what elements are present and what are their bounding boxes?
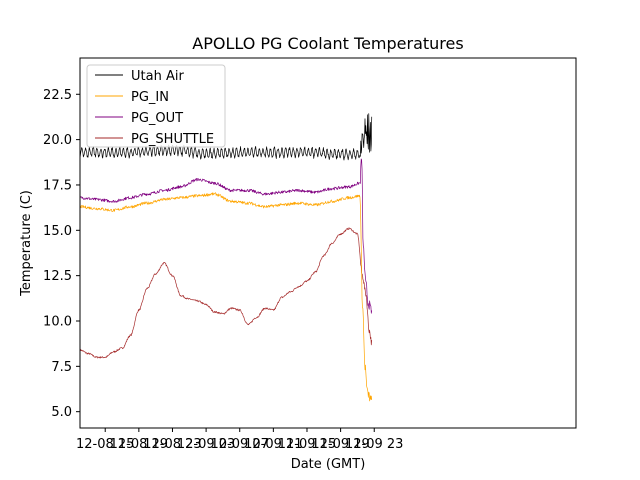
legend-label-pg-shuttle: PG_SHUTTLE xyxy=(131,132,214,147)
series-line-pg-out xyxy=(80,158,373,314)
y-tick-label: 12.5 xyxy=(43,269,72,284)
y-tick-label: 10.0 xyxy=(43,314,72,329)
axes-frame xyxy=(79,57,577,429)
y-axis: 5.0 7.5 10.0 12.5 15.0 17.5 20.0 22.5 xyxy=(43,88,80,420)
y-tick-label: 5.0 xyxy=(51,405,72,420)
y-tick-label: 17.5 xyxy=(43,178,72,193)
x-tick-label: 12-08 19 xyxy=(110,437,168,452)
series-line-utah-air xyxy=(80,113,373,161)
legend-label-utah-air: Utah Air xyxy=(131,69,184,84)
x-tick-label: 12-08 23 xyxy=(143,437,201,452)
x-tick-label: 12-09 07 xyxy=(211,437,269,452)
y-axis-label: Temperature (C) xyxy=(19,190,34,297)
x-tick-label: 12-09 03 xyxy=(177,437,235,452)
series-line-pg-in xyxy=(80,192,373,402)
x-tick-label: 12-08 15 xyxy=(76,437,134,452)
y-tick-label: 15.0 xyxy=(43,224,72,239)
legend-label-pg-out: PG_OUT xyxy=(131,111,183,126)
y-tick-label: 22.5 xyxy=(43,88,72,103)
y-tick-label: 7.5 xyxy=(51,360,72,375)
x-tick-label: 12-09 23 xyxy=(345,437,403,452)
y-tick-label: 20.0 xyxy=(43,133,72,148)
x-tick-label: 12-09 15 xyxy=(278,437,336,452)
x-axis-label: Date (GMT) xyxy=(291,457,366,472)
x-tick-label: 12-09 19 xyxy=(311,437,369,452)
legend: Utah Air PG_IN PG_OUT PG_SHUTTLE xyxy=(86,64,226,148)
plot-area xyxy=(79,57,577,429)
legend-frame xyxy=(86,64,226,148)
series-layer xyxy=(80,113,373,402)
series-line-pg-shuttle xyxy=(80,227,373,359)
chart-title: APOLLO PG Coolant Temperatures xyxy=(192,34,463,53)
x-tick-label: 12-09 11 xyxy=(244,437,302,452)
legend-label-pg-in: PG_IN xyxy=(131,90,169,105)
